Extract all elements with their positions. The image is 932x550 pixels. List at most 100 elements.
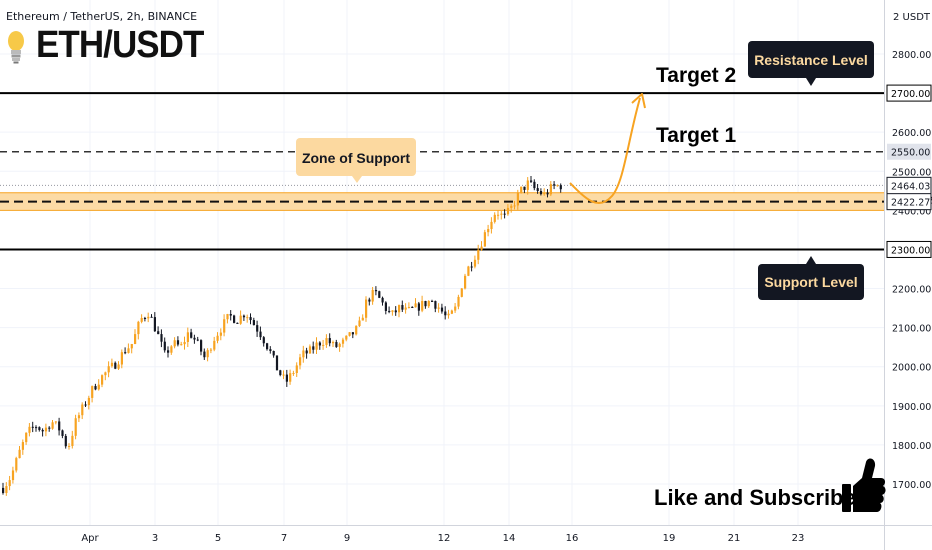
price-tag-2300-bg (886, 240, 932, 258)
candle-body (457, 296, 460, 307)
candle-body (203, 351, 206, 358)
candle-body (259, 331, 262, 338)
candle-body (137, 321, 140, 335)
candle-body (272, 350, 275, 356)
candle-body (480, 246, 483, 250)
candle-body (266, 343, 269, 350)
candle-body (440, 307, 444, 312)
candle-body (417, 303, 420, 311)
candle-body (124, 352, 127, 354)
candle-body (117, 364, 120, 369)
candle-body (74, 418, 77, 436)
candle-body (68, 445, 71, 447)
candle-body (275, 355, 279, 371)
candle-body (351, 332, 354, 335)
candle-body (38, 427, 41, 430)
candle-body (176, 340, 180, 345)
candle-body (21, 442, 24, 450)
candle-body (2, 487, 5, 493)
price-tag-2422-bg (886, 193, 932, 211)
candle-body (54, 421, 57, 423)
candle-body (134, 334, 137, 344)
candle-body (470, 266, 473, 268)
current-price-tag: 2464.03 (891, 181, 930, 192)
candle-body (216, 335, 219, 341)
candle-body (150, 316, 153, 318)
candle-body (127, 348, 130, 353)
candle-body (365, 299, 368, 318)
support-level-pointer (806, 256, 816, 264)
candle-body (483, 232, 486, 247)
candle-body (94, 386, 97, 390)
candle-body (513, 205, 516, 207)
candle-body (530, 180, 533, 182)
candle-body (223, 319, 226, 333)
candle-body (101, 375, 104, 385)
candle-body (546, 192, 549, 195)
candle-body (58, 421, 61, 431)
candle-body (520, 186, 523, 193)
price-tag-2300: 2300.00 (891, 245, 930, 256)
thumbs-up-icon[interactable] (842, 458, 886, 512)
candle-body (193, 337, 196, 340)
candle-body (206, 350, 209, 358)
candle-body (450, 310, 453, 314)
candle-body (246, 317, 249, 319)
candle-body (41, 429, 44, 432)
candle-body (5, 486, 8, 493)
candle-body (84, 404, 87, 406)
candle-body (173, 340, 176, 347)
candle-body (464, 275, 467, 289)
candle-body (64, 435, 67, 447)
candle-body (186, 332, 189, 342)
price-axis-tick: 1700.00 (892, 480, 931, 491)
candle-body (493, 214, 496, 222)
candle-body (328, 338, 331, 344)
candle-body (332, 342, 335, 344)
candle-body (361, 317, 364, 321)
candle-body (398, 305, 401, 313)
candle-body (312, 346, 315, 350)
candle-body (421, 301, 424, 311)
zone-of-support-pointer (352, 176, 362, 183)
price-axis-tick: 2400.00 (892, 206, 931, 217)
candle-body (341, 339, 345, 344)
candle-body (87, 397, 90, 406)
time-axis-tick: 16 (566, 533, 579, 544)
page-title: ETH/USDT (36, 24, 204, 66)
candle-body (61, 430, 64, 436)
price-axis-tick: 1900.00 (892, 402, 931, 413)
candle-body (322, 344, 325, 346)
candle-body (437, 307, 440, 309)
candle-body (335, 342, 338, 347)
candle-body (401, 305, 404, 310)
price-axis-tick: 2500.00 (892, 167, 931, 178)
candle-body (97, 384, 100, 390)
candle-body (130, 343, 133, 349)
candle-body (302, 350, 305, 358)
candle-body (44, 427, 48, 432)
lightbulb-icon (8, 31, 24, 64)
candle-body (282, 374, 285, 376)
candle-body (81, 404, 84, 416)
support-level-box (758, 264, 864, 300)
candle-body (51, 422, 54, 429)
candle-body (183, 341, 186, 345)
candle-body (424, 301, 427, 307)
candle-body (8, 480, 11, 487)
candle-body (434, 301, 437, 309)
zone-of-support-box (296, 138, 416, 176)
candle-body (526, 180, 529, 190)
candle-body (25, 432, 28, 443)
candle-body (71, 435, 74, 446)
candle-body (167, 350, 170, 353)
candle-body (378, 291, 381, 298)
candle-body (487, 229, 490, 233)
candle-body (404, 307, 407, 310)
candle-body (200, 340, 203, 352)
candle-body (467, 266, 470, 276)
candle-body (226, 314, 229, 320)
thumbs-up-icon-part (842, 484, 851, 512)
candle-body (157, 331, 160, 335)
